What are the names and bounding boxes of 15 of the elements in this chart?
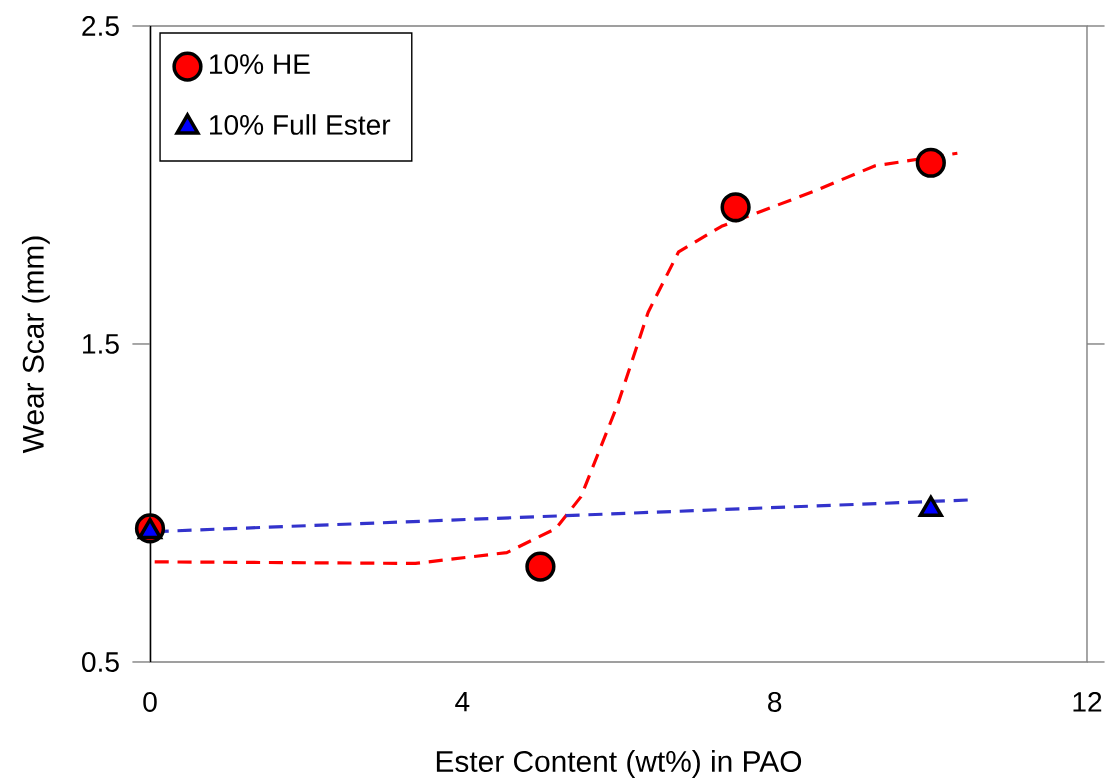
y-tick-label: 1.5 (83, 334, 119, 354)
y-tick-label: 0.5 (82, 652, 119, 672)
x-axis-title: Ester Content (wt%) in PAO (436, 750, 802, 778)
x-tick-label: 12 (1073, 691, 1102, 712)
x-tick-label: 8 (768, 691, 782, 712)
legend-label: 10% Full Ester (210, 114, 391, 135)
line-series (153, 151, 959, 565)
point (915, 147, 946, 178)
x-tick-label: 4 (455, 691, 470, 712)
legend-label: 10% HE (210, 54, 310, 75)
x-tick-label: 0 (143, 691, 157, 712)
point (720, 192, 751, 223)
y-tick-label: 2.5 (82, 16, 119, 36)
point (525, 551, 556, 582)
y-axis-title: Wear Scar (mm) (21, 236, 50, 454)
